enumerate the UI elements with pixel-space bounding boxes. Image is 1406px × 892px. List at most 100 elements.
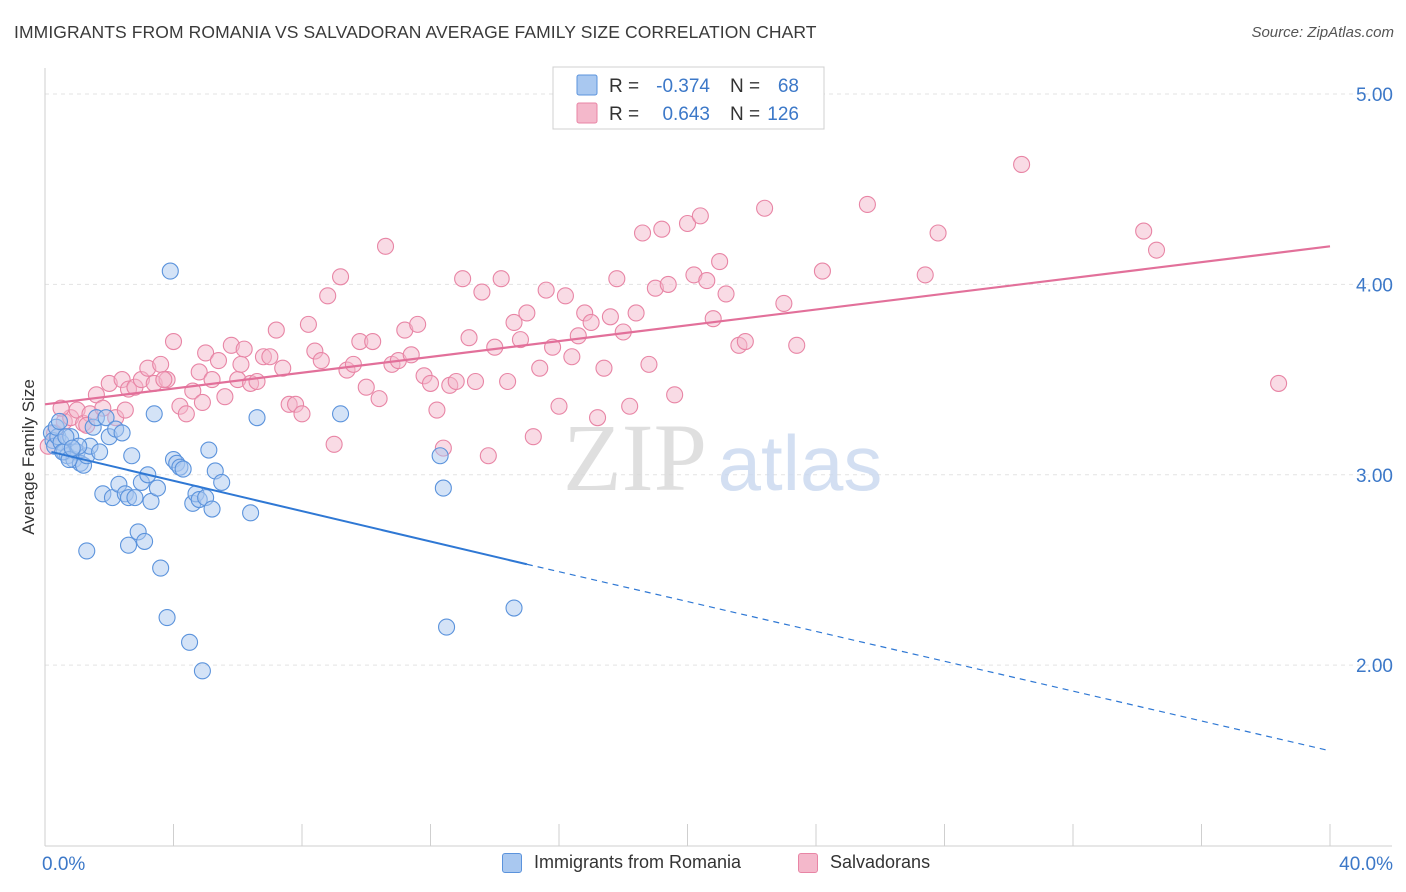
- romania-point-36: [158, 609, 176, 627]
- romania-point-54: [119, 536, 138, 554]
- salvadorans-point-70: [492, 270, 510, 288]
- salvadorans-point-76: [531, 359, 549, 377]
- x-tick-label-1: 40.0%: [1339, 854, 1393, 875]
- salvadorans-point-40: [299, 315, 317, 333]
- salvadorans-point-26: [209, 352, 228, 370]
- romania-point-65: [50, 412, 69, 431]
- salvadorans-point-39: [293, 405, 311, 423]
- y-tick-label-2: 4.00: [1356, 275, 1393, 296]
- romania-point-59: [438, 618, 456, 636]
- salvadorans-point-17: [152, 355, 170, 373]
- grid-lines: [45, 93, 1392, 666]
- legend-r-value-2: 0.643: [662, 104, 710, 125]
- salvadorans-point-68: [479, 447, 497, 465]
- salvadorans-point-52: [376, 237, 395, 255]
- legend-n-label-1: N =: [730, 76, 760, 97]
- salvadorans-point-91: [627, 304, 645, 322]
- salvadorans-point-67: [473, 283, 491, 301]
- romania-point-57: [431, 447, 449, 465]
- salvadorans-point-114: [1013, 155, 1031, 174]
- romania-point-30: [136, 532, 154, 550]
- legend-n-value-2: 126: [767, 104, 799, 125]
- salvadorans-point-117: [1270, 374, 1288, 392]
- romania-point-34: [148, 479, 166, 497]
- romania-point-56: [331, 405, 350, 423]
- romania-trend-line-extension: [526, 563, 1331, 752]
- romania-point-55: [78, 542, 96, 560]
- salvadorans-point-42: [312, 352, 330, 370]
- romania-point-35: [152, 559, 170, 577]
- legend-r-label-1: R =: [609, 76, 639, 97]
- salvadorans-point-97: [666, 386, 684, 404]
- salvadorans-point-44: [325, 435, 343, 453]
- salvadorans-point-122: [193, 393, 211, 411]
- romania-point-26: [123, 447, 141, 465]
- salvadorans-point-92: [633, 224, 652, 242]
- salvadorans-point-57: [409, 315, 427, 333]
- salvadorans-point-73: [511, 331, 530, 349]
- salvadorans-point-85: [588, 409, 607, 427]
- axes: [44, 68, 1392, 847]
- y-tick-label-0: 2.00: [1356, 656, 1393, 677]
- legend-label-salvadorans: Salvadorans: [830, 852, 931, 872]
- y-tick-label-1: 3.00: [1356, 466, 1393, 487]
- salvadorans-point-34: [261, 348, 279, 366]
- salvadorans-point-120: [116, 401, 134, 419]
- legend-r-value-1: -0.374: [656, 76, 710, 97]
- salvadorans-point-115: [1135, 222, 1153, 240]
- salvadorans-point-24: [197, 344, 215, 362]
- salvadorans-point-121: [155, 371, 173, 389]
- salvadorans-point-72: [505, 313, 523, 332]
- salvadorans-point-86: [595, 359, 613, 377]
- salvadorans-point-101: [698, 272, 716, 290]
- salvadorans-trend-line: [44, 245, 1331, 406]
- salvadorans-point-110: [813, 262, 831, 280]
- salvadorans-point-88: [608, 270, 626, 288]
- salvadorans-point-51: [370, 390, 388, 408]
- tick-labels: 2.00 3.00 4.00 5.00 0.0% 40.0%: [42, 85, 1393, 875]
- salvadorans-point-102: [704, 310, 722, 328]
- romania-point-51: [213, 473, 231, 491]
- salvadorans-point-112: [916, 266, 934, 284]
- romania-point-18: [97, 409, 115, 427]
- romania-point-41: [174, 460, 192, 478]
- x-tick-label-0: 0.0%: [42, 854, 85, 875]
- salvadorans-point-107: [756, 199, 774, 217]
- salvadorans-point-30: [235, 340, 253, 358]
- legend-swatch-romania-bottom: [502, 852, 522, 873]
- salvadorans-point-82: [569, 327, 587, 345]
- salvadorans-point-79: [550, 397, 568, 415]
- romania-point-49: [203, 500, 221, 518]
- romania-point-27: [126, 489, 144, 507]
- romania-point-52: [242, 504, 260, 522]
- salvadorans-point-98: [678, 214, 697, 233]
- salvadorans-point-32: [248, 372, 266, 391]
- legend-n-label-2: N =: [730, 104, 760, 125]
- salvadorans-point-108: [775, 294, 793, 312]
- romania-point-42: [181, 633, 199, 651]
- salvadorans-point-77: [537, 281, 555, 299]
- salvadorans-point-74: [518, 304, 536, 322]
- chart-source: Source: ZipAtlas.com: [1251, 24, 1394, 41]
- salvadorans-point-63: [447, 372, 465, 391]
- trend-lines: [44, 245, 1331, 752]
- romania-point-48: [200, 441, 218, 459]
- romania-point-67: [63, 439, 81, 457]
- legend-n-value-1: 68: [778, 76, 799, 97]
- salvadorans-point-65: [460, 329, 478, 347]
- salvadorans-point-113: [929, 224, 947, 242]
- salvadorans-point-27: [216, 388, 234, 406]
- salvadorans-point-109: [788, 336, 806, 354]
- salvadorans-point-84: [582, 313, 600, 332]
- salvadorans-point-111: [858, 195, 876, 214]
- legend-item-salvadorans: Salvadorans: [798, 852, 930, 873]
- chart-title: IMMIGRANTS FROM ROMANIA VS SALVADORAN AV…: [14, 22, 817, 42]
- salvadorans-point-90: [621, 397, 639, 415]
- salvadorans-point-87: [601, 308, 619, 326]
- salvadorans-point-81: [563, 348, 581, 366]
- salvadorans-point-123: [232, 355, 250, 373]
- legend-swatch-salvadorans-bottom: [798, 852, 818, 873]
- watermark-atlas: atlas: [718, 419, 883, 507]
- salvadorans-point-66: [466, 372, 485, 391]
- legend-swatch-salvadorans: [576, 102, 598, 124]
